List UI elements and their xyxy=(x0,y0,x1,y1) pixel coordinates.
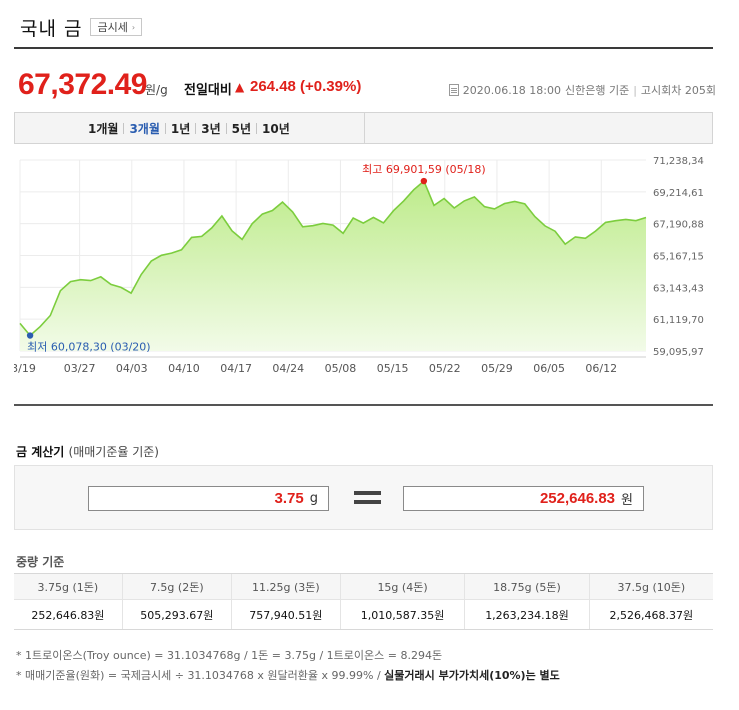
won-unit: 원 xyxy=(621,493,633,508)
calculator-subtitle: (매매기준율 기준) xyxy=(68,445,159,459)
y-tick-label: 65,167,15 xyxy=(653,252,704,263)
weight-header-cell: 3.75g (1돈) xyxy=(14,573,123,600)
x-tick-label: 03/27 xyxy=(64,362,96,375)
calculator-title: 금 계산기 (매매기준율 기준) xyxy=(16,443,159,460)
tab-period-3[interactable]: 3년 xyxy=(201,121,221,136)
current-price: 67,372.49 xyxy=(18,68,147,101)
weight-header-cell: 18.75g (5돈) xyxy=(464,573,590,600)
x-tick-label: 06/12 xyxy=(585,362,617,375)
y-tick-label: 71,238,34 xyxy=(653,156,704,167)
tab-period-1[interactable]: 3개월 xyxy=(129,121,160,136)
up-arrow-icon: ▲ xyxy=(235,80,245,94)
period-tabs: 1개월 3개월 1년 3년 5년 10년 xyxy=(14,112,713,144)
title-row: 국내 금 금시세 › xyxy=(20,12,143,42)
x-tick-label: 04/24 xyxy=(272,362,304,375)
footnote-base-rate: * 매매기준율(원화) = 국제금시세 ÷ 31.1034768 x 원달러환율… xyxy=(16,666,560,686)
price-meta: 2020.06.18 18:00 신한은행 기준 | 고시회차 205회 xyxy=(448,82,716,98)
weight-value-cell: 1,010,587.35원 xyxy=(339,599,465,630)
weight-value-cell: 2,526,468.37원 xyxy=(588,599,713,630)
tab-separator xyxy=(164,122,166,134)
y-tick-label: 63,143,43 xyxy=(653,283,704,294)
tab-period-0[interactable]: 1개월 xyxy=(88,121,119,136)
y-tick-label: 69,214,61 xyxy=(653,188,704,199)
weight-header-cell: 11.25g (3돈) xyxy=(230,573,341,600)
quote-round: 고시회차 205회 xyxy=(640,84,716,97)
price-area xyxy=(20,181,646,351)
tab-separator xyxy=(225,122,227,134)
calculator-panel: 3.75 g 252,646.83 원 xyxy=(14,465,713,530)
quote-bank: 신한은행 기준 xyxy=(564,84,630,97)
tab-separator xyxy=(123,122,125,134)
y-tick-label: 61,119,70 xyxy=(653,315,704,326)
weight-header-cell: 15g (4돈) xyxy=(339,573,465,600)
weight-header-cell: 7.5g (2돈) xyxy=(121,573,232,600)
gold-quote-label: 금시세 xyxy=(97,21,128,34)
document-icon xyxy=(448,84,459,96)
price-chart: 03/19 03/27 04/03 04/10 04/17 04/24 05/08 05/15… xyxy=(14,150,719,386)
x-tick-label: 05/22 xyxy=(429,362,461,375)
tabs-divider xyxy=(364,113,365,143)
price-unit: 원/g xyxy=(145,83,168,97)
tab-period-2[interactable]: 1년 xyxy=(170,121,191,136)
won-value: 252,646.83 xyxy=(539,490,616,507)
x-tick-label: 05/08 xyxy=(325,362,357,375)
low-label: 최저 60,078,30 (03/20) xyxy=(27,341,151,354)
weight-value-cell: 757,940.51원 xyxy=(230,599,341,630)
x-tick-label: 04/10 xyxy=(168,362,200,375)
gram-unit: g xyxy=(309,491,318,506)
x-tick-label: 05/29 xyxy=(481,362,513,375)
tab-period-5[interactable]: 10년 xyxy=(262,121,290,136)
footnote-vat: 실물거래시 부가가치세(10%)는 별도 xyxy=(384,669,560,682)
x-tick-label: 06/05 xyxy=(533,362,565,375)
calculator-title-text: 금 계산기 xyxy=(16,445,65,459)
footnote-troy-ounce: * 1트로이온스(Troy ounce) = 31.1034768g / 1돈 … xyxy=(16,649,443,662)
gold-quote-button[interactable]: 금시세 › xyxy=(90,18,143,36)
compare-label: 전일대비 xyxy=(184,83,232,98)
meta-separator: | xyxy=(633,83,637,97)
won-output[interactable]: 252,646.83 원 xyxy=(403,486,644,511)
x-tick-label: 03/19 xyxy=(14,362,36,375)
weight-table: 3.75g (1돈) 7.5g (2돈) 11.25g (3돈) 15g (4돈) 18… xyxy=(14,573,713,630)
price-chart-svg: 03/19 03/27 04/03 04/10 04/17 04/24 05/08 05/15… xyxy=(14,156,704,375)
price-summary: 67,372.49 원/g 전일대비 ▲ 264.48 (+0.39%) 202… xyxy=(18,68,718,102)
title-divider xyxy=(14,47,713,49)
weight-value-cell: 505,293.67원 xyxy=(121,599,232,630)
tab-separator xyxy=(195,122,197,134)
tab-separator xyxy=(256,122,258,134)
low-marker xyxy=(26,332,34,339)
price-line xyxy=(19,179,647,337)
period-tab-list: 1개월 3개월 1년 3년 5년 10년 xyxy=(83,113,295,143)
price-change: 264.48 (+0.39%) xyxy=(250,78,362,95)
weight-table-title: 중량 기준 xyxy=(16,555,65,569)
x-tick-label: 04/03 xyxy=(116,362,148,375)
weight-header-cell: 37.5g (10돈) xyxy=(588,573,713,600)
section-divider xyxy=(14,404,713,406)
tab-period-4[interactable]: 5년 xyxy=(231,121,252,136)
weight-value-row: 252,646.83원 505,293.67원 757,940.51원 1,010,5… xyxy=(14,599,713,630)
equals-icon xyxy=(354,490,381,506)
x-tick-label: 04/17 xyxy=(220,362,252,375)
x-tick-label: 05/15 xyxy=(377,362,409,375)
chevron-right-icon: › xyxy=(131,22,136,32)
weight-value-cell: 1,263,234.18원 xyxy=(464,599,590,630)
high-label: 최고 69,901,59 (05/18) xyxy=(362,163,486,176)
y-tick-label: 59,095,97 xyxy=(653,347,704,358)
quote-datetime: 2020.06.18 18:00 xyxy=(462,83,561,97)
gram-input[interactable]: 3.75 g xyxy=(88,486,329,511)
weight-header-row: 3.75g (1돈) 7.5g (2돈) 11.25g (3돈) 15g (4돈) 18… xyxy=(14,573,713,600)
footnote-formula: * 매매기준율(원화) = 국제금시세 ÷ 31.1034768 x 원달러환율… xyxy=(16,669,385,682)
y-tick-label: 67,190,88 xyxy=(653,220,704,231)
high-marker xyxy=(420,177,428,185)
weight-value-cell: 252,646.83원 xyxy=(14,599,123,630)
page-title: 국내 금 xyxy=(20,17,83,40)
footnotes: * 1트로이온스(Troy ounce) = 31.1034768g / 1돈 … xyxy=(16,646,560,686)
gram-value: 3.75 xyxy=(274,490,304,507)
